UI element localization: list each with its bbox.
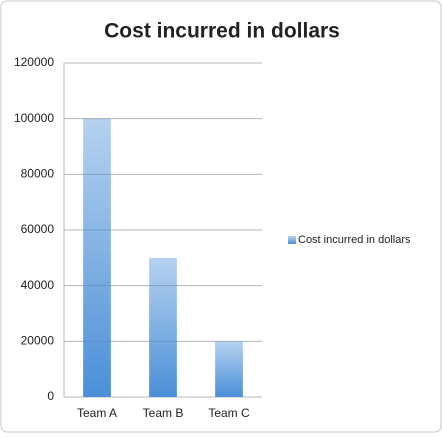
bar xyxy=(215,341,243,397)
legend-swatch xyxy=(288,236,296,244)
x-tick-label: Team A xyxy=(77,406,117,420)
y-tick-label: 20000 xyxy=(21,334,55,348)
legend-label: Cost incurred in dollars xyxy=(298,234,411,246)
y-tick-label: 0 xyxy=(47,389,54,403)
y-tick-label: 100000 xyxy=(14,111,54,125)
y-tick-label: 60000 xyxy=(21,222,55,236)
y-tick-label: 120000 xyxy=(14,55,54,69)
bar xyxy=(149,257,177,397)
y-tick-label: 40000 xyxy=(21,278,55,292)
x-tick-label: Team B xyxy=(143,406,184,420)
chart-title: Cost incurred in dollars xyxy=(104,20,340,43)
y-tick-label: 80000 xyxy=(21,167,55,181)
x-tick-label: Team C xyxy=(208,406,250,420)
bar xyxy=(83,118,111,398)
